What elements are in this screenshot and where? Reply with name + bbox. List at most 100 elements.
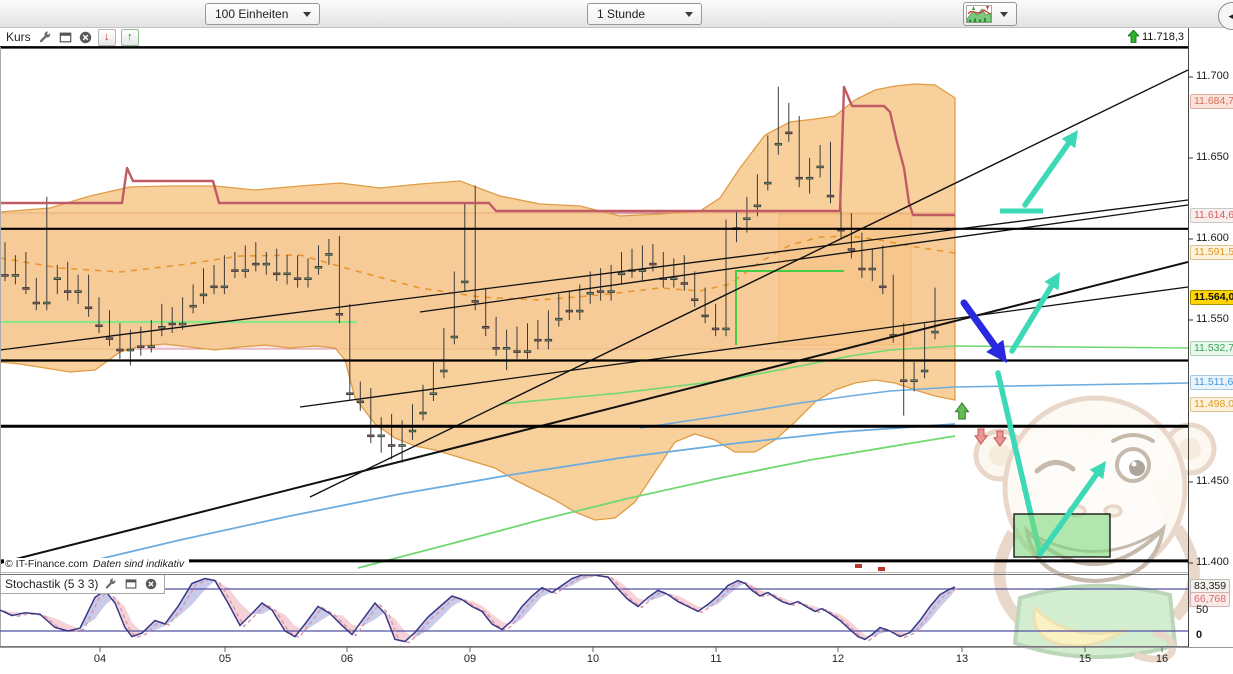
trend-line[interactable] — [0, 261, 1188, 564]
candle-body — [691, 298, 699, 301]
small-red-down-arrow[interactable] — [993, 430, 1007, 447]
candle-body — [53, 277, 61, 280]
candle-body — [346, 392, 354, 395]
stoch-k-line — [0, 575, 956, 643]
candle-body — [638, 269, 647, 272]
units-dropdown-value: 100 Einheiten — [215, 7, 289, 21]
small-green-up-arrow[interactable] — [954, 402, 970, 420]
candle-body — [816, 165, 824, 169]
price-axis-tag: 11.684,7 — [1190, 94, 1233, 110]
time-axis-label: 15 — [1078, 653, 1092, 665]
candle-body — [701, 314, 709, 318]
chart-grid-layer — [0, 28, 1233, 652]
time-axis-label: 05 — [218, 653, 232, 665]
candle-body — [199, 293, 208, 297]
close-icon[interactable] — [143, 577, 158, 592]
window-icon[interactable] — [123, 577, 138, 592]
copyright-text: © IT-Finance.com — [5, 558, 89, 570]
candle-body — [544, 338, 553, 342]
candle-body — [11, 274, 20, 277]
candle-body — [116, 348, 124, 352]
stoch-k-value: 83,359 — [1190, 579, 1231, 594]
price-axis-tag: 11.591,5 — [1190, 245, 1233, 261]
candle-body — [158, 326, 166, 329]
teal-up-arrow[interactable] — [1009, 272, 1060, 354]
panel-collapse-button[interactable]: ◀ — [1218, 2, 1233, 30]
candle-body — [262, 262, 271, 266]
time-axis-label: 12 — [831, 653, 845, 665]
candle-body — [1, 274, 9, 277]
candle-body — [722, 327, 730, 331]
candle-body — [178, 322, 187, 326]
candle-body — [325, 253, 333, 256]
candle-body — [858, 267, 866, 271]
candle-body — [356, 400, 365, 404]
red-tick-mark — [855, 564, 862, 568]
price-axis-tag: 11.532,7 — [1190, 340, 1233, 356]
teal-up-arrow[interactable] — [1022, 130, 1078, 208]
candle-body — [576, 309, 584, 313]
arrow-down-icon[interactable]: ↓ — [97, 28, 116, 46]
drawing-annotations-layer[interactable] — [855, 130, 1111, 571]
stoch-d-value: 66,768 — [1190, 592, 1231, 607]
stop-line — [0, 85, 955, 217]
candle-body — [440, 369, 448, 373]
price-axis-label: 11.700 — [1196, 70, 1229, 82]
chart-settings-icon — [966, 4, 992, 24]
price-axis-tag: 11.564,0 — [1190, 289, 1233, 305]
session-high-label: 11.718,3 — [1127, 30, 1184, 43]
price-axis-label: 11.600 — [1196, 232, 1229, 244]
candle-body — [43, 301, 51, 305]
trend-line[interactable] — [0, 199, 1188, 351]
candle-body — [273, 272, 281, 276]
small-red-down-arrow[interactable] — [974, 428, 988, 445]
arrow-up-icon[interactable]: ↑ — [120, 28, 139, 46]
candle-body — [910, 379, 918, 382]
candle-body — [283, 272, 291, 276]
chevron-down-icon — [1000, 11, 1008, 17]
candle-body — [241, 269, 250, 272]
candle-body — [513, 350, 521, 353]
candle-body — [900, 379, 908, 382]
stoch-mid-label: 50 — [1196, 604, 1209, 616]
wrench-icon[interactable] — [38, 30, 53, 45]
candle-body — [210, 285, 218, 289]
candle-body — [482, 326, 490, 329]
trend-line[interactable] — [419, 204, 1188, 313]
disclaimer-text: Daten sind indikativ — [93, 558, 185, 570]
candle-body — [607, 290, 615, 293]
candle-body — [847, 248, 856, 251]
wrench-icon[interactable] — [103, 577, 118, 592]
candle-body — [304, 277, 312, 280]
candle-body — [795, 176, 803, 180]
time-axis-label: 04 — [93, 653, 107, 665]
candle-body — [147, 345, 156, 348]
window-icon[interactable] — [58, 30, 73, 45]
collapse-glyph: ◀ — [1228, 10, 1233, 21]
candle-body — [95, 324, 103, 327]
candle-body — [565, 309, 573, 313]
candle-body — [596, 290, 605, 293]
blue-down-arrow[interactable] — [960, 299, 1007, 363]
band-midline — [0, 235, 956, 301]
stochastic-panel[interactable] — [0, 575, 1188, 644]
timeframe-dropdown[interactable]: 1 Stunde — [587, 3, 702, 25]
units-dropdown[interactable]: 100 Einheiten — [205, 3, 320, 25]
candle-body — [231, 269, 239, 272]
stochastic-panel-header: Stochastik (5 3 3) — [0, 575, 166, 594]
teal-up-arrow[interactable] — [1037, 461, 1106, 557]
chart-settings-button[interactable] — [963, 2, 1017, 26]
candle-body — [419, 411, 427, 415]
candle-body — [189, 304, 197, 308]
candle-body — [137, 345, 145, 348]
candle-body — [105, 337, 114, 340]
close-icon[interactable] — [78, 30, 93, 45]
time-axis-label: 10 — [586, 653, 600, 665]
candle-body — [64, 290, 72, 293]
candle-body — [471, 300, 479, 303]
candle-body — [492, 347, 500, 350]
candle-body — [22, 287, 30, 290]
stochastic-panel-title: Stochastik (5 3 3) — [5, 577, 99, 591]
